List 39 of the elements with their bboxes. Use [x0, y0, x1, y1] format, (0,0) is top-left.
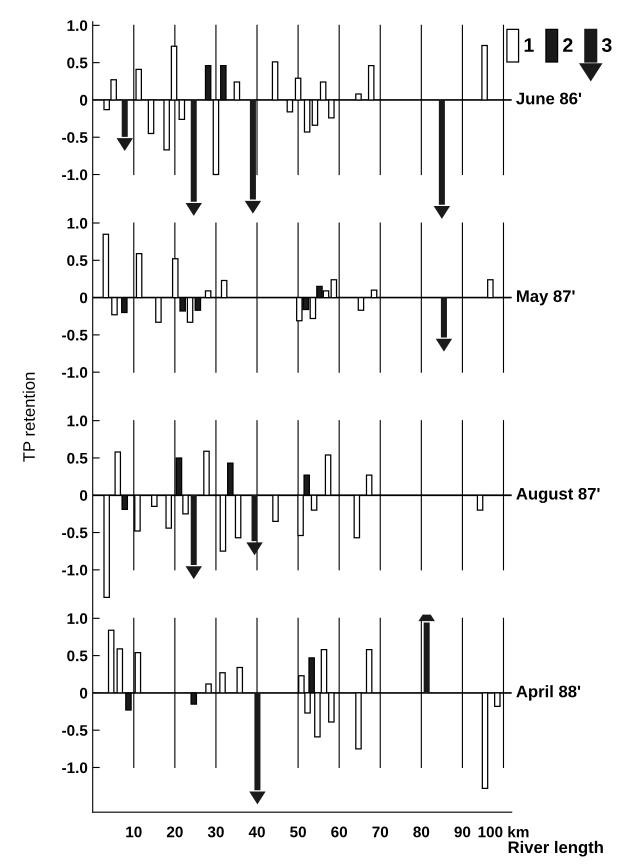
y-tick-label: 0.5 — [67, 452, 88, 464]
y-tick-label: -0.5 — [62, 725, 88, 736]
legend-label: 2 — [563, 38, 572, 52]
legend-label: 3 — [602, 38, 612, 52]
y-tick-label: 1.0 — [68, 613, 88, 624]
y-tick-label: 0 — [80, 94, 88, 106]
x-tick-label: 40 — [248, 826, 265, 838]
y-tick-label: 1.0 — [68, 218, 88, 229]
y-tick-label: -0.5 — [62, 132, 88, 143]
y-tick-label: 0 — [80, 688, 88, 699]
y-tick-label: -1.0 — [62, 564, 88, 576]
y-tick-label: 1.0 — [68, 20, 88, 32]
x-tick-label: 20 — [166, 826, 183, 838]
x-tick-label: 80 — [413, 826, 430, 838]
y-tick-label: 0.5 — [67, 58, 88, 68]
y-tick-label: -1.0 — [62, 762, 88, 774]
x-tick-label: 100 km — [478, 826, 528, 838]
ref-line-label: May 87' — [517, 290, 575, 306]
y-axis-title: TP retention — [22, 372, 35, 462]
x-tick-label: 60 — [331, 826, 348, 838]
x-axis-title: River length — [508, 840, 603, 857]
y-tick-label: 0.5 — [67, 255, 88, 266]
y-tick-label: 0 — [80, 490, 88, 501]
x-tick-label: 70 — [372, 826, 388, 838]
y-tick-label: 1.0 — [68, 416, 88, 426]
x-tick-label: 10 — [126, 826, 142, 838]
y-tick-label: 0.5 — [67, 650, 88, 662]
y-tick-label: -0.5 — [62, 330, 88, 341]
x-tick-label: 30 — [208, 826, 224, 838]
ref-line-label: August 87' — [516, 488, 600, 504]
ref-line-label: June 86' — [516, 92, 582, 104]
y-tick-label: 0 — [80, 292, 88, 304]
x-tick-label: 90 — [454, 826, 470, 838]
x-tick-label: 50 — [290, 826, 306, 838]
y-tick-label: -0.5 — [62, 527, 88, 538]
y-tick-label: -1.0 — [62, 169, 88, 180]
legend-label: 1 — [524, 38, 534, 52]
ref-line-label: April 88' — [516, 685, 580, 701]
y-tick-label: -1.0 — [62, 367, 88, 378]
